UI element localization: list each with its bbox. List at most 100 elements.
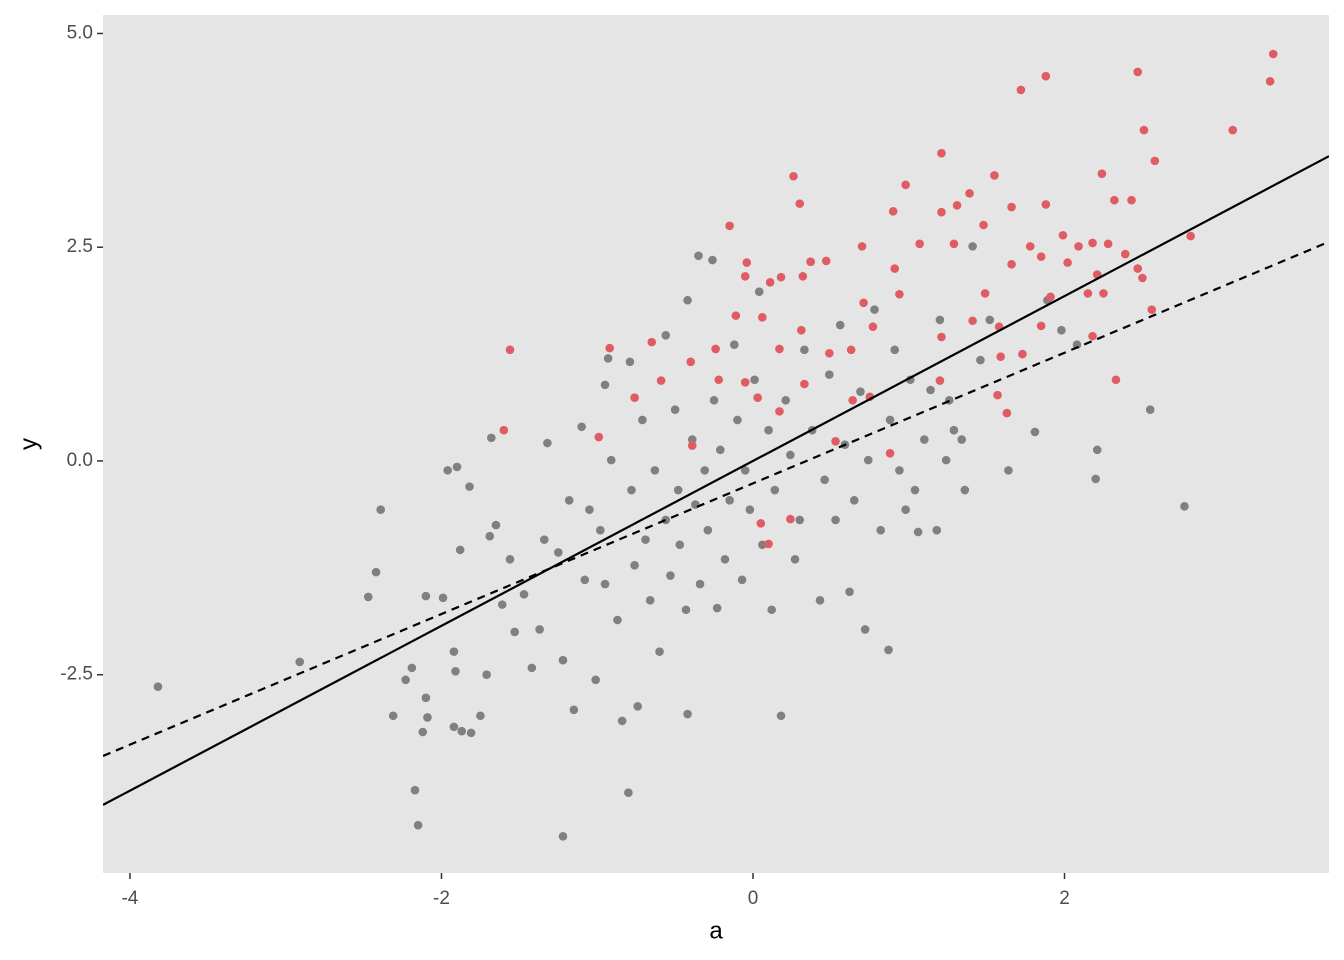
point — [1041, 71, 1051, 81]
point — [624, 788, 633, 798]
point — [860, 625, 870, 634]
point — [638, 415, 647, 425]
point — [423, 713, 432, 722]
point — [857, 242, 867, 251]
point — [687, 435, 697, 444]
point — [714, 375, 724, 385]
point — [594, 432, 604, 442]
point — [1147, 305, 1157, 314]
point — [603, 354, 613, 363]
point — [1058, 230, 1068, 240]
point — [527, 663, 537, 673]
point — [675, 540, 685, 550]
point — [786, 450, 795, 460]
point — [455, 545, 465, 555]
point — [888, 207, 898, 216]
point — [990, 171, 999, 180]
point — [487, 433, 496, 443]
point — [510, 627, 519, 637]
point — [820, 475, 829, 485]
point — [485, 531, 495, 541]
point — [800, 379, 809, 389]
point — [1103, 239, 1113, 249]
point — [976, 355, 985, 365]
point — [1138, 273, 1147, 283]
plot-panel — [103, 15, 1329, 873]
point — [770, 485, 780, 495]
point — [901, 505, 910, 515]
point — [695, 579, 705, 589]
point — [876, 525, 886, 535]
point — [937, 332, 946, 342]
point — [418, 727, 428, 737]
point — [941, 455, 951, 465]
point — [708, 255, 717, 265]
point — [821, 256, 831, 266]
point — [625, 357, 635, 367]
point — [913, 527, 923, 537]
point — [831, 515, 840, 525]
point — [965, 189, 974, 198]
point — [1083, 289, 1093, 298]
point — [1088, 238, 1097, 248]
point — [798, 271, 808, 281]
point — [591, 675, 600, 685]
point — [673, 485, 683, 495]
point — [687, 441, 697, 450]
point — [656, 376, 666, 385]
y-tick-label: 5.0 — [67, 22, 93, 43]
point — [1127, 195, 1136, 205]
point — [449, 647, 459, 656]
point — [633, 702, 643, 711]
point — [645, 596, 655, 605]
point — [539, 535, 549, 544]
point — [1018, 349, 1027, 359]
point — [795, 199, 805, 208]
point — [661, 330, 671, 340]
point — [543, 438, 552, 448]
point — [580, 575, 590, 585]
point — [815, 596, 825, 605]
point — [960, 485, 970, 495]
point — [647, 337, 657, 347]
point — [1092, 445, 1102, 455]
point — [476, 711, 485, 721]
y-tick-label: 2.5 — [67, 236, 93, 257]
point — [630, 560, 639, 570]
point — [666, 571, 675, 580]
point — [443, 466, 453, 475]
point — [388, 711, 398, 721]
point — [519, 590, 529, 599]
point — [617, 716, 627, 726]
point — [937, 207, 946, 217]
point — [1265, 77, 1275, 86]
x-axis-title: a — [709, 917, 723, 944]
point — [949, 425, 959, 435]
point — [711, 344, 720, 354]
point — [535, 625, 544, 634]
point — [776, 272, 786, 282]
point — [1057, 325, 1066, 335]
point — [985, 315, 995, 325]
point — [935, 315, 945, 325]
point — [920, 435, 929, 444]
point — [731, 311, 741, 320]
point — [558, 832, 568, 841]
point — [452, 462, 462, 472]
point — [856, 387, 865, 397]
point — [890, 264, 900, 273]
point — [863, 455, 873, 465]
point — [627, 485, 636, 495]
point — [505, 554, 515, 564]
x-tick-label: -4 — [121, 888, 138, 909]
point — [1091, 474, 1100, 484]
point — [885, 415, 895, 425]
point — [725, 221, 734, 231]
point — [451, 667, 460, 676]
point — [585, 505, 594, 515]
point — [413, 820, 423, 830]
point — [457, 726, 467, 736]
point — [740, 466, 750, 475]
point — [421, 693, 431, 703]
point — [776, 711, 786, 721]
